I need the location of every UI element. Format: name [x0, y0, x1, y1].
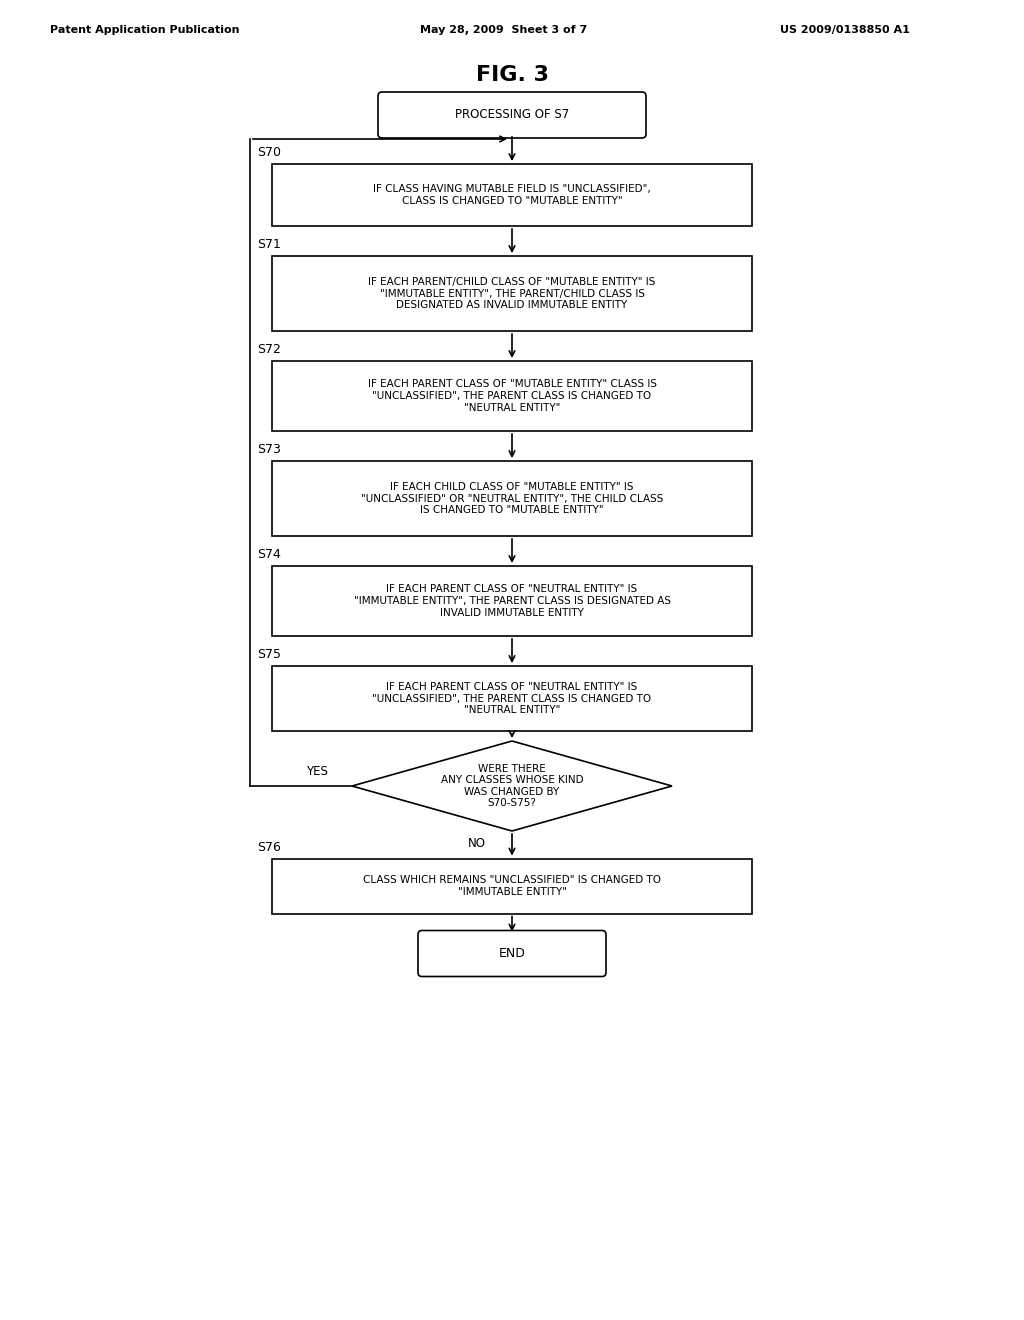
- Text: WERE THERE
ANY CLASSES WHOSE KIND
WAS CHANGED BY
S70-S75?: WERE THERE ANY CLASSES WHOSE KIND WAS CH…: [440, 763, 584, 808]
- Text: IF EACH PARENT CLASS OF "NEUTRAL ENTITY" IS
"UNCLASSIFIED", THE PARENT CLASS IS : IF EACH PARENT CLASS OF "NEUTRAL ENTITY"…: [373, 682, 651, 715]
- Bar: [272, 667, 752, 731]
- Text: IF CLASS HAVING MUTABLE FIELD IS "UNCLASSIFIED",
CLASS IS CHANGED TO "MUTABLE EN: IF CLASS HAVING MUTABLE FIELD IS "UNCLAS…: [373, 185, 651, 206]
- Text: US 2009/0138850 A1: US 2009/0138850 A1: [780, 25, 910, 36]
- Text: YES: YES: [306, 764, 328, 777]
- Bar: [272, 566, 752, 636]
- Text: END: END: [499, 946, 525, 960]
- Text: S73: S73: [257, 444, 281, 455]
- Bar: [272, 461, 752, 536]
- Text: IF EACH PARENT CLASS OF "MUTABLE ENTITY" CLASS IS
"UNCLASSIFIED", THE PARENT CLA: IF EACH PARENT CLASS OF "MUTABLE ENTITY"…: [368, 379, 656, 413]
- Text: IF EACH PARENT CLASS OF "NEUTRAL ENTITY" IS
"IMMUTABLE ENTITY", THE PARENT CLASS: IF EACH PARENT CLASS OF "NEUTRAL ENTITY"…: [353, 585, 671, 618]
- FancyBboxPatch shape: [378, 92, 646, 139]
- Text: FIG. 3: FIG. 3: [475, 65, 549, 84]
- Text: S74: S74: [257, 548, 281, 561]
- Text: May 28, 2009  Sheet 3 of 7: May 28, 2009 Sheet 3 of 7: [420, 25, 587, 36]
- Text: S71: S71: [257, 238, 281, 251]
- Text: IF EACH CHILD CLASS OF "MUTABLE ENTITY" IS
"UNCLASSIFIED" OR "NEUTRAL ENTITY", T: IF EACH CHILD CLASS OF "MUTABLE ENTITY" …: [360, 482, 664, 515]
- Text: S72: S72: [257, 343, 281, 356]
- FancyBboxPatch shape: [418, 931, 606, 977]
- Text: IF EACH PARENT/CHILD CLASS OF "MUTABLE ENTITY" IS
"IMMUTABLE ENTITY", THE PARENT: IF EACH PARENT/CHILD CLASS OF "MUTABLE E…: [369, 277, 655, 310]
- Bar: [272, 858, 752, 913]
- Bar: [272, 360, 752, 432]
- Polygon shape: [352, 741, 672, 832]
- Text: S70: S70: [257, 147, 281, 158]
- Text: CLASS WHICH REMAINS "UNCLASSIFIED" IS CHANGED TO
"IMMUTABLE ENTITY": CLASS WHICH REMAINS "UNCLASSIFIED" IS CH…: [362, 875, 662, 896]
- Bar: [272, 164, 752, 226]
- Text: Patent Application Publication: Patent Application Publication: [50, 25, 240, 36]
- Text: PROCESSING OF S7: PROCESSING OF S7: [455, 108, 569, 121]
- Text: NO: NO: [468, 837, 486, 850]
- Text: S76: S76: [257, 841, 281, 854]
- Bar: [272, 256, 752, 331]
- Text: S75: S75: [257, 648, 281, 661]
